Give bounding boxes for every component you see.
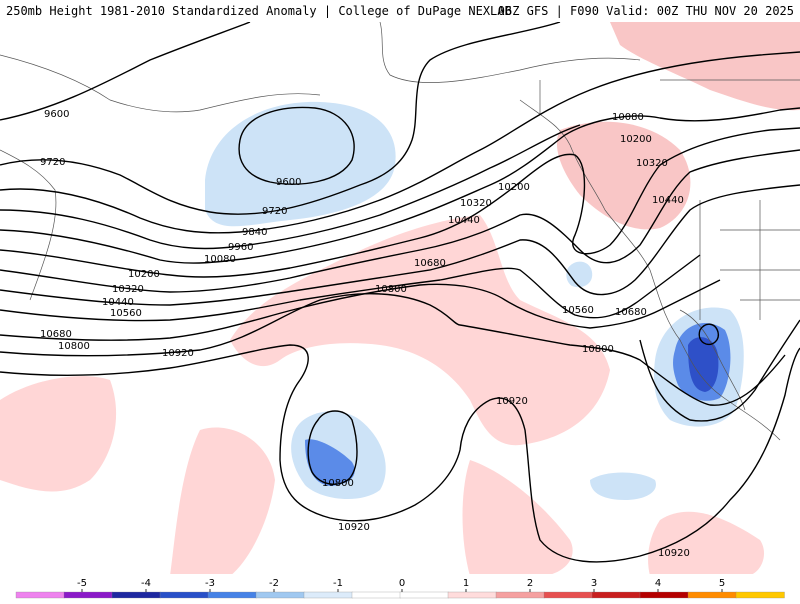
contour-label: 10200 bbox=[620, 134, 652, 145]
legend-tick-label: -4 bbox=[141, 578, 151, 589]
contour-label: 10800 bbox=[582, 344, 614, 355]
positive-anomaly-arctic bbox=[610, 22, 800, 111]
legend-tick-label: 1 bbox=[463, 578, 469, 589]
legend-tick-label: 3 bbox=[591, 578, 597, 589]
contour-label: 10320 bbox=[460, 198, 492, 209]
legend-swatch bbox=[591, 591, 641, 599]
contour-10800 bbox=[0, 293, 786, 406]
contour-label: 10800 bbox=[322, 478, 354, 489]
contour-label: 10440 bbox=[448, 215, 480, 226]
contour-label: 10920 bbox=[338, 522, 370, 533]
legend-tick-label: -3 bbox=[205, 578, 215, 589]
legend-swatch bbox=[639, 591, 689, 599]
title-bar: 250mb Height 1981-2010 Standardized Anom… bbox=[0, 0, 800, 22]
contour-label: 10680 bbox=[40, 329, 72, 340]
model-valid-time: 06Z GFS | F090 Valid: 00Z THU NOV 20 202… bbox=[497, 4, 794, 18]
positive-anomaly-west-pacific bbox=[0, 376, 117, 492]
contour-9600-west bbox=[0, 22, 251, 121]
contour-labels: 9600 9720 9600 9720 9840 9960 10080 1020… bbox=[40, 109, 690, 559]
contour-10680 bbox=[0, 279, 721, 341]
legend-swatch bbox=[207, 591, 257, 599]
contour-10080 bbox=[0, 107, 800, 264]
negative-anomaly-small-offshore bbox=[566, 261, 593, 288]
legend-bar: -5 -4 -3 -2 -1 0 1 2 3 4 5 bbox=[15, 578, 785, 599]
legend-swatch bbox=[687, 591, 737, 599]
legend-swatch bbox=[111, 591, 161, 599]
legend-swatch bbox=[495, 591, 545, 599]
contour-label: 10800 bbox=[58, 341, 90, 352]
contour-label: 10920 bbox=[496, 396, 528, 407]
contour-label: 10560 bbox=[562, 305, 594, 316]
legend-swatch bbox=[447, 591, 497, 599]
legend-tick-label: 5 bbox=[719, 578, 725, 589]
legend-tick-label: -1 bbox=[333, 578, 343, 589]
legend-tick-label: 0 bbox=[399, 578, 405, 589]
contour-label: 9600 bbox=[276, 177, 301, 188]
positive-anomaly-south-central bbox=[462, 460, 573, 576]
legend-swatch bbox=[255, 591, 305, 599]
legend-tick-label: 2 bbox=[527, 578, 533, 589]
contour-10200 bbox=[0, 127, 800, 278]
legend-swatch bbox=[159, 591, 209, 599]
contour-label: 10320 bbox=[112, 284, 144, 295]
contour-10560 bbox=[0, 254, 701, 322]
contour-label: 10920 bbox=[658, 548, 690, 559]
contour-9720 bbox=[0, 22, 561, 215]
contour-label: 10560 bbox=[110, 308, 142, 319]
contour-label: 10080 bbox=[612, 112, 644, 123]
contour-label: 10440 bbox=[102, 297, 134, 308]
negative-anomaly-hawaii-core bbox=[305, 439, 355, 486]
positive-anomaly-southwest bbox=[170, 427, 275, 576]
contour-label: 10200 bbox=[498, 182, 530, 193]
contour-10800-hawaii-low bbox=[307, 410, 358, 485]
contour-label: 9720 bbox=[262, 206, 287, 217]
contour-label: 10320 bbox=[636, 158, 668, 169]
contour-9960 bbox=[0, 124, 581, 250]
contour-label: 10200 bbox=[128, 269, 160, 280]
map-panel: 9600 9720 9600 9720 9840 9960 10080 1020… bbox=[0, 22, 800, 576]
map-title: 250mb Height 1981-2010 Standardized Anom… bbox=[6, 4, 512, 18]
contour-label: 10680 bbox=[615, 307, 647, 318]
legend-swatch bbox=[303, 591, 353, 599]
legend-swatch bbox=[735, 591, 785, 599]
contour-9600-low bbox=[238, 106, 355, 185]
negative-anomaly-baja-core bbox=[688, 337, 719, 392]
color-legend: -5 -4 -3 -2 -1 0 1 2 3 4 5 bbox=[0, 574, 800, 600]
contour-10440 bbox=[0, 184, 800, 306]
legend-swatch bbox=[15, 591, 65, 599]
contour-10920-north bbox=[0, 344, 800, 563]
legend-swatch bbox=[351, 591, 401, 599]
contour-label: 10800 bbox=[375, 284, 407, 295]
contour-label: 9720 bbox=[40, 157, 65, 168]
contour-9840 bbox=[0, 51, 800, 234]
height-contours bbox=[0, 22, 800, 563]
positive-anomaly-bc-coast bbox=[556, 121, 691, 230]
legend-tick-label: -2 bbox=[269, 578, 279, 589]
legend-tick-label: -5 bbox=[77, 578, 87, 589]
contour-label: 9600 bbox=[44, 109, 69, 120]
contour-baja-low bbox=[698, 323, 720, 346]
contour-label: 10440 bbox=[652, 195, 684, 206]
positive-anomaly-southeast bbox=[648, 511, 765, 576]
coastlines bbox=[0, 22, 800, 441]
anomaly-map: 9600 9720 9600 9720 9840 9960 10080 1020… bbox=[0, 22, 800, 576]
negative-anomaly-aleutian bbox=[205, 101, 396, 227]
contour-label: 9960 bbox=[228, 242, 253, 253]
positive-anomaly-central-pacific bbox=[230, 215, 610, 446]
contour-baja-trough bbox=[639, 319, 800, 422]
legend-swatch bbox=[543, 591, 593, 599]
contour-label: 10080 bbox=[204, 254, 236, 265]
legend-swatch bbox=[63, 591, 113, 599]
contour-label: 10680 bbox=[414, 258, 446, 269]
negative-anomaly-south-patch bbox=[590, 472, 656, 500]
legend-swatch bbox=[399, 591, 449, 599]
legend-tick-label: 4 bbox=[655, 578, 661, 589]
contour-10320 bbox=[0, 149, 800, 293]
contour-label: 10920 bbox=[162, 348, 194, 359]
contour-label: 9840 bbox=[242, 227, 267, 238]
